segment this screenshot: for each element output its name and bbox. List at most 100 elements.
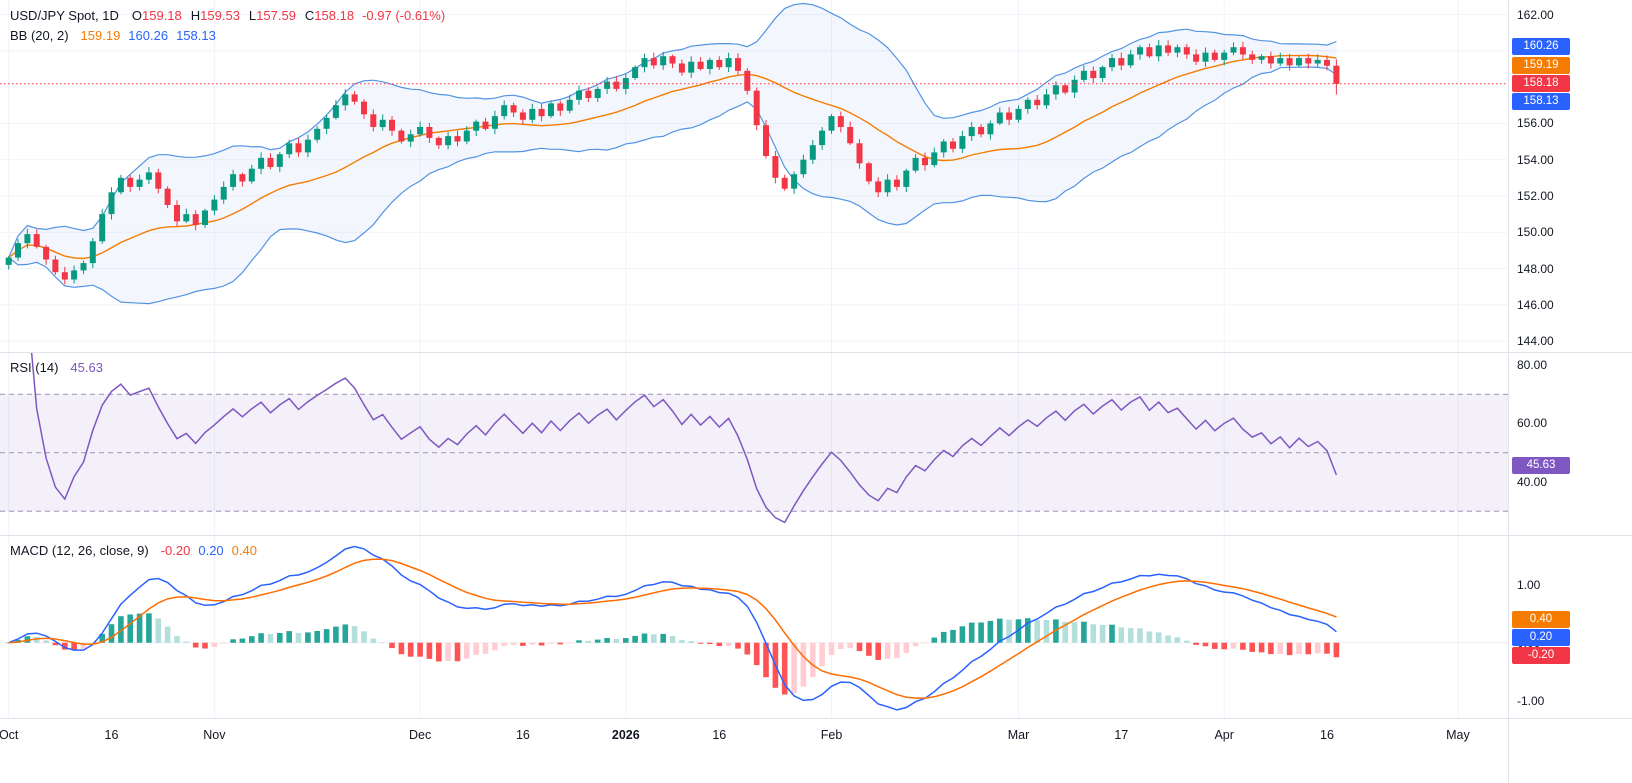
last-price-badge: 158.18	[1512, 75, 1570, 93]
candle-body	[548, 103, 554, 117]
candle-body	[211, 199, 218, 211]
candle-body	[136, 179, 143, 187]
macd-histogram-bar	[950, 629, 956, 643]
candle-body	[1286, 58, 1293, 66]
macd-histogram-bar	[426, 642, 433, 659]
candle-body	[688, 61, 695, 73]
bb-basis-value: 159.19	[80, 28, 121, 43]
macd-histogram-bar	[1062, 621, 1068, 643]
close-value: 158.18	[314, 8, 355, 23]
candle-body	[71, 270, 78, 280]
candle-body	[716, 59, 723, 68]
bb-upper-line	[8, 2, 1337, 258]
candle-body	[108, 192, 115, 215]
macd-histogram-bar	[1109, 624, 1115, 643]
macd-histogram-bar	[520, 642, 526, 646]
macd-histogram-bar	[623, 638, 629, 643]
macd-histogram-bar	[940, 631, 947, 643]
price-pane-canvas[interactable]	[0, 0, 1508, 352]
macd-histogram-bar	[108, 624, 115, 643]
macd-histogram-bar	[847, 642, 853, 649]
time-axis-label: Dec	[408, 728, 432, 742]
candle-body	[1183, 47, 1190, 55]
macd-histogram-bar	[211, 642, 218, 647]
candle-body	[753, 90, 760, 126]
macd-histogram-bar	[697, 642, 704, 644]
histogram-value-badge: -0.20	[1512, 647, 1570, 664]
candle-body	[903, 170, 910, 187]
candle-body	[1090, 70, 1097, 79]
bb-lower-badge: 158.13	[1512, 93, 1570, 111]
macd-histogram-bar	[155, 618, 162, 643]
macd-histogram-bar	[351, 626, 358, 643]
bb-basis-badge: 159.19	[1512, 57, 1570, 74]
macd-histogram-bar	[24, 636, 31, 643]
axis-tick-label: 1.00	[1517, 577, 1541, 592]
macd-histogram-bar	[585, 640, 592, 643]
macd-histogram-bar	[651, 634, 657, 643]
candle-body	[454, 136, 461, 142]
rsi-pane-canvas[interactable]	[0, 352, 1508, 535]
candle-body	[875, 181, 882, 193]
macd-histogram-bar	[604, 638, 610, 643]
candle-body	[706, 59, 713, 69]
candle-body	[5, 257, 12, 265]
macd-histogram-bar	[80, 642, 87, 649]
macd-pane-canvas[interactable]	[0, 535, 1508, 718]
time-axis[interactable]: Oct 16 Nov Dec 16 2026 16 Feb Mar 17 Apr 16 May	[0, 718, 1508, 783]
time-axis-label: 2026	[611, 728, 640, 742]
candle-body	[61, 272, 68, 280]
candle-body	[370, 114, 377, 127]
candle-body	[314, 128, 321, 140]
macd-histogram-bar	[417, 642, 423, 657]
price-axis[interactable]: 162.00160.00158.00156.00154.00152.00150.…	[1508, 0, 1632, 783]
macd-histogram-bar	[903, 642, 910, 654]
macd-histogram-bar	[548, 642, 554, 644]
candle-body	[342, 94, 349, 106]
candle-body	[1146, 47, 1153, 57]
macd-histogram-bar	[688, 641, 694, 643]
rsi-value-badge: 45.63	[1512, 457, 1570, 474]
macd-histogram-bar	[510, 642, 517, 645]
axis-tick-label: 152.00	[1517, 189, 1554, 203]
macd-histogram-bar	[884, 642, 891, 659]
candle-body	[230, 174, 237, 187]
candle-body	[463, 130, 470, 142]
macd-histogram-bar	[146, 613, 152, 643]
candle-body	[1211, 52, 1218, 60]
macd-histogram-bar	[492, 642, 498, 651]
candle-body	[24, 234, 31, 244]
candle-body	[1305, 58, 1312, 64]
candle-body	[145, 172, 152, 180]
macd-histogram-bar	[1230, 642, 1237, 649]
candle-body	[1230, 47, 1237, 53]
macd-histogram-bar	[305, 632, 311, 643]
candle-body	[604, 81, 611, 89]
time-axis-label: Feb	[820, 728, 843, 742]
macd-histogram-bar	[1296, 642, 1302, 655]
macd-histogram-bar	[230, 639, 236, 643]
bb-upper-badge: 160.26	[1512, 37, 1570, 55]
candle-body	[856, 143, 863, 164]
macd-histogram-bar	[183, 641, 190, 643]
macd-signal-value: 0.40	[231, 543, 257, 558]
bb-lower-line	[8, 66, 1337, 305]
macd-histogram-bar	[1034, 620, 1040, 643]
macd-histogram-bar	[566, 642, 573, 644]
candle-body	[407, 134, 414, 142]
candle-body	[950, 141, 956, 149]
candle-body	[1193, 54, 1200, 62]
macd-signal-line	[8, 558, 1337, 699]
macd-histogram-bar	[90, 642, 96, 644]
macd-histogram-bar	[707, 642, 713, 644]
candle-body	[379, 119, 386, 128]
macd-histogram-bar	[828, 642, 835, 655]
macd-histogram-bar	[342, 624, 349, 643]
candle-body	[884, 179, 891, 193]
candle-body	[865, 163, 872, 182]
candle-body	[622, 78, 629, 89]
macd-histogram-bar	[800, 642, 807, 687]
candle-body	[220, 186, 227, 200]
macd-histogram-bar	[333, 626, 339, 643]
candle-body	[1043, 94, 1050, 106]
